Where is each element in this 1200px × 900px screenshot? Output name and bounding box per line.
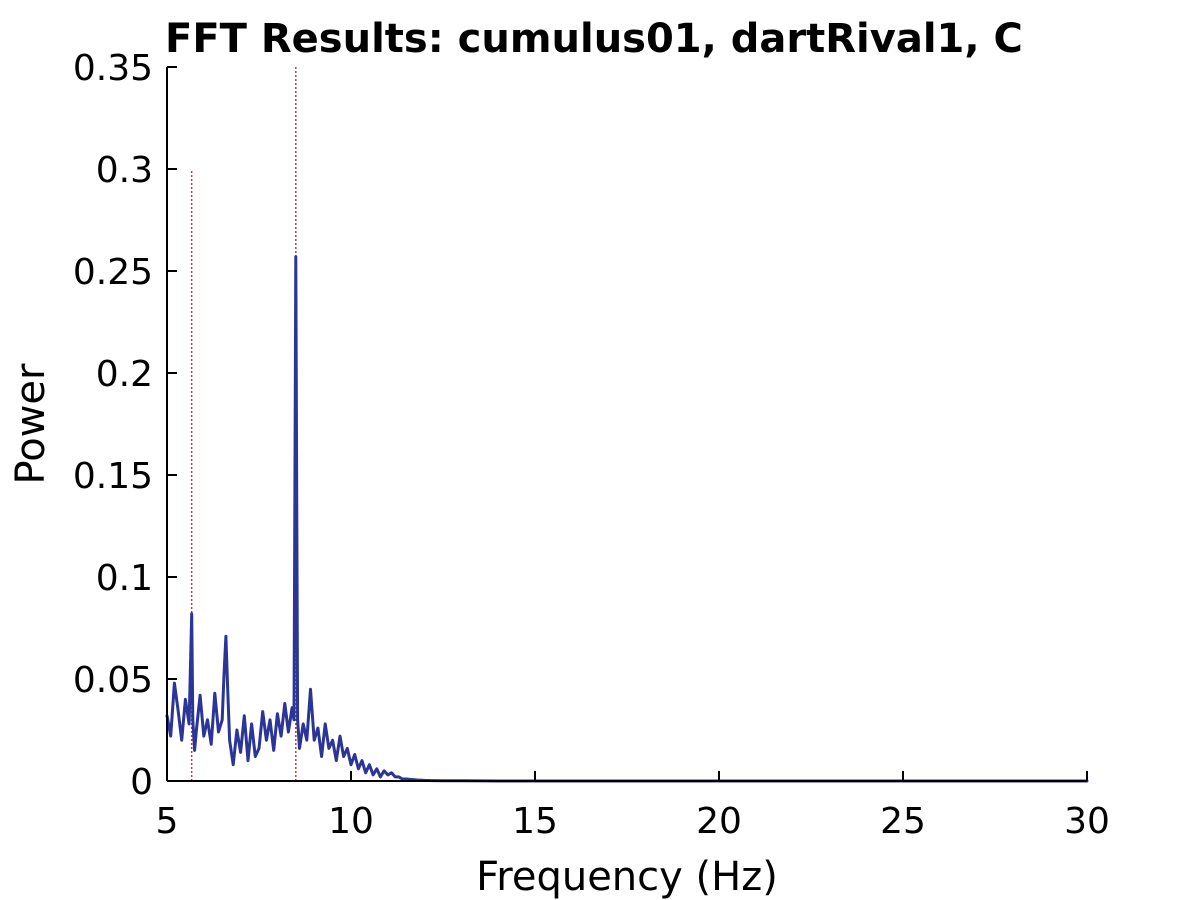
y-tick-label: 0.1 <box>96 558 153 599</box>
y-tick-label: 0.2 <box>96 354 153 395</box>
series-group <box>165 255 1089 783</box>
y-tick-label: 0.05 <box>73 660 153 701</box>
y-tick-label: 0.25 <box>73 252 153 293</box>
x-axis-label: Frequency (Hz) <box>476 854 778 900</box>
y-axis-label: Power <box>8 363 54 484</box>
power-spectrum-line <box>165 255 1089 783</box>
marker-lines <box>190 67 297 781</box>
y-tick-label: 0.3 <box>96 150 153 191</box>
y-tick-label: 0 <box>130 762 153 803</box>
x-tick-label: 25 <box>880 801 926 842</box>
x-tick-label: 30 <box>1064 801 1110 842</box>
x-tick-label: 20 <box>696 801 742 842</box>
x-axis-ticks: 5 10 15 20 25 30 <box>156 771 1110 842</box>
x-tick-label: 5 <box>156 801 179 842</box>
x-tick-label: 10 <box>328 801 374 842</box>
y-tick-label: 0.15 <box>73 456 153 497</box>
y-tick-label: 0.35 <box>73 48 153 89</box>
y-axis-ticks: 0 0.05 0.1 0.15 0.2 0.25 0.3 0.35 <box>73 48 177 803</box>
x-tick-label: 15 <box>512 801 558 842</box>
chart-title: FFT Results: cumulus01, dartRival1, C <box>165 16 1023 62</box>
